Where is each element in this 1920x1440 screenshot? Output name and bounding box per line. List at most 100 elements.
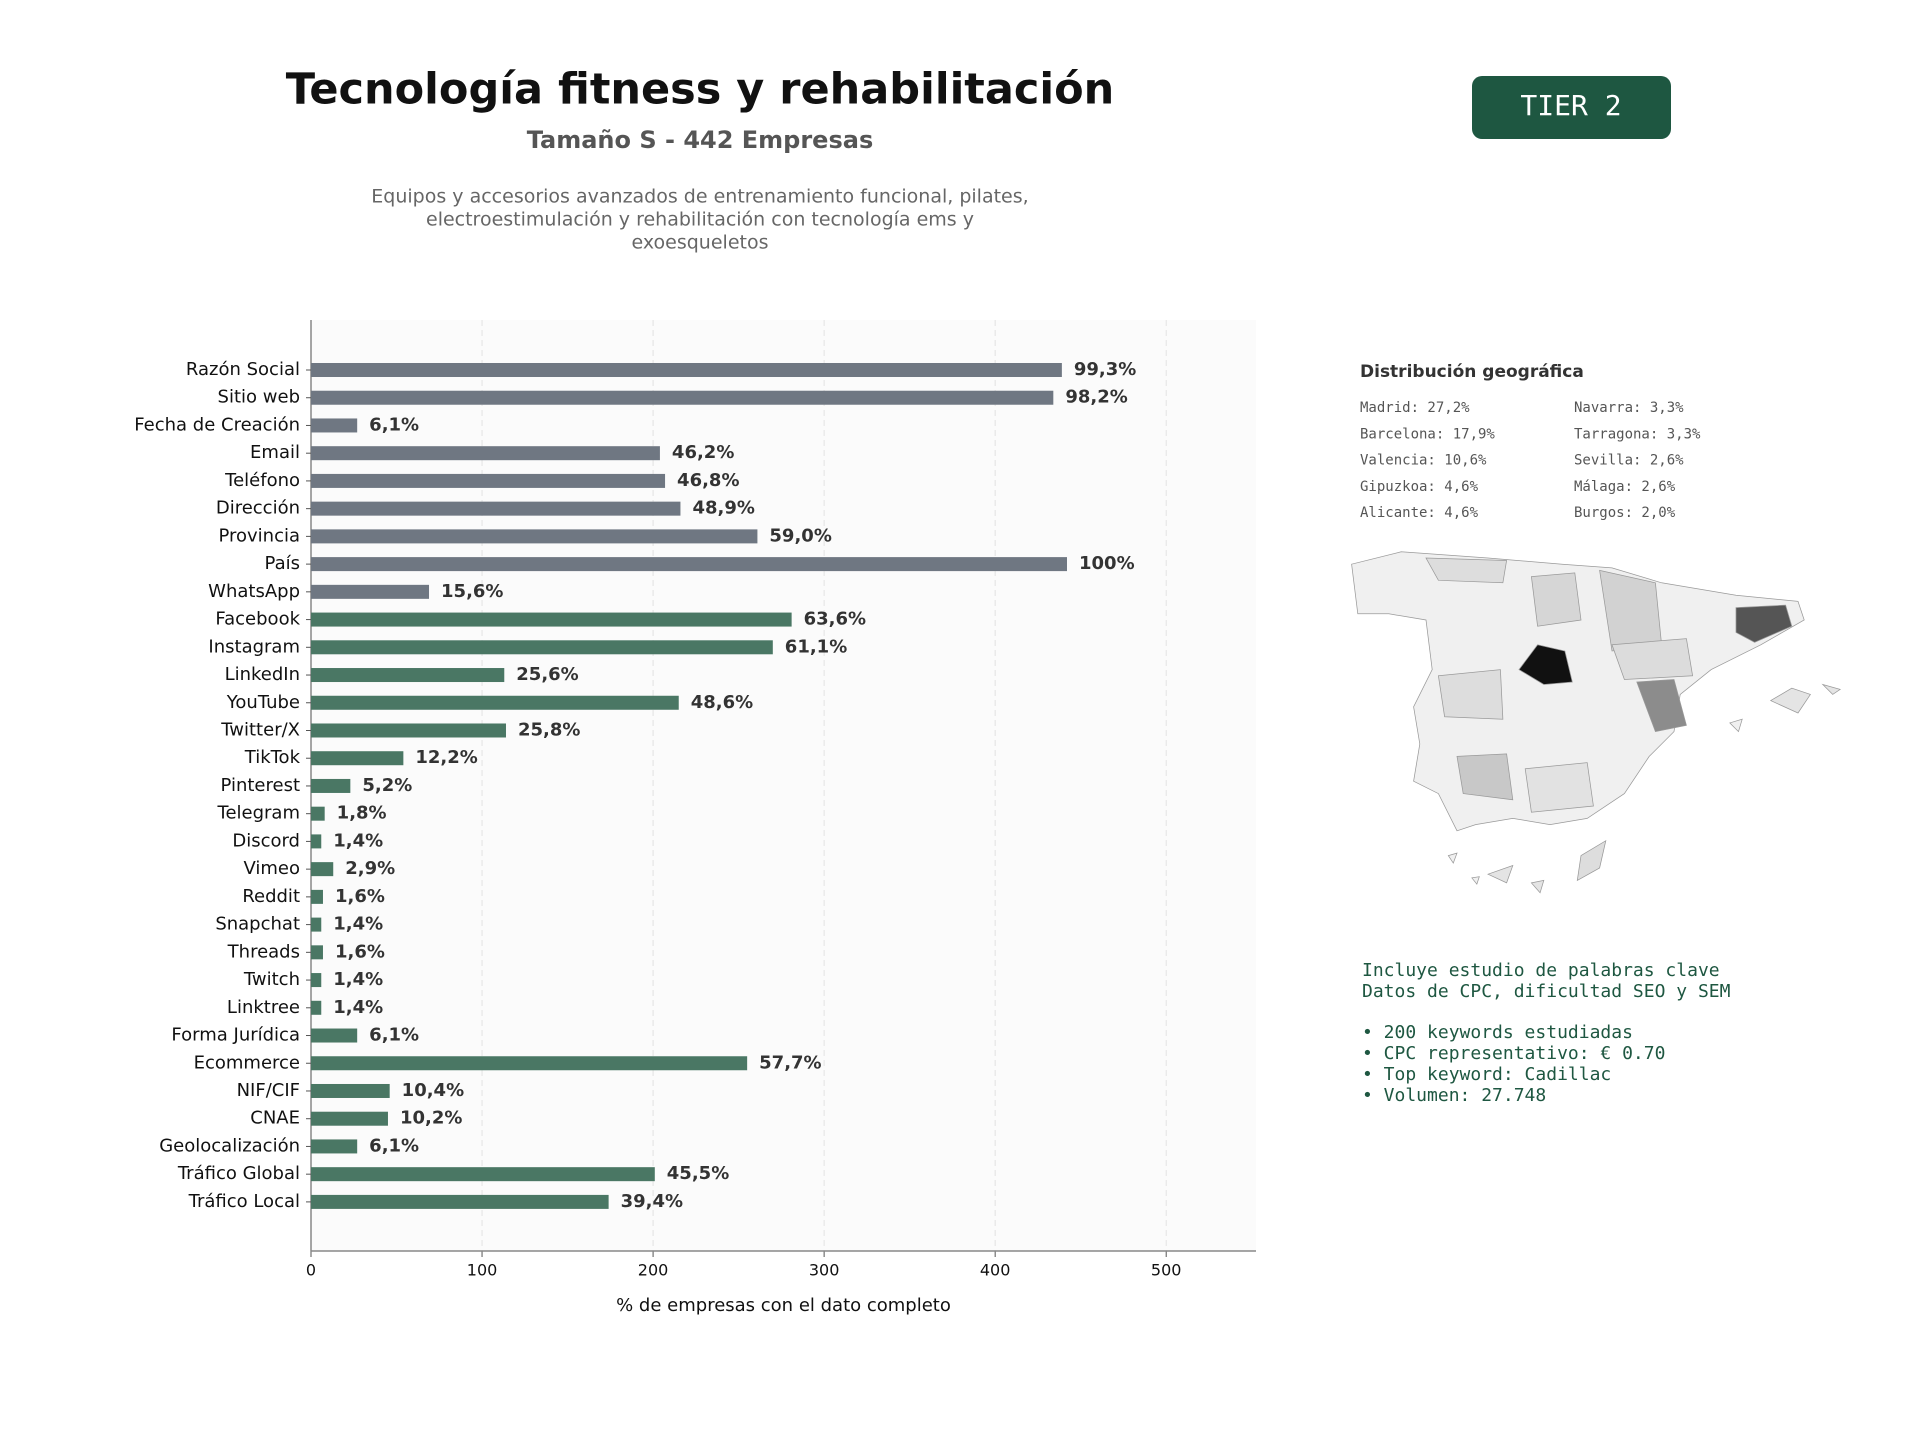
value-label: 10,4% xyxy=(402,1080,464,1101)
bar xyxy=(311,612,792,627)
y-tick-label: Fecha de Creación xyxy=(134,414,300,435)
value-label: 12,2% xyxy=(415,747,477,768)
y-tick-label: NIF/CIF xyxy=(237,1080,300,1101)
bar xyxy=(311,778,351,793)
y-tick-label: Instagram xyxy=(208,636,300,657)
bar xyxy=(311,363,1062,377)
geo-entry: Valencia: 10,6% xyxy=(1360,453,1487,469)
y-tick-label: Tráfico Global xyxy=(177,1163,300,1184)
bar xyxy=(311,418,358,433)
y-tick-label: País xyxy=(265,553,300,574)
bar xyxy=(311,1167,655,1182)
bar xyxy=(311,889,323,904)
value-label: 1,4% xyxy=(333,997,383,1018)
value-label: 25,8% xyxy=(518,719,580,740)
geo-entry: Alicante: 4,6% xyxy=(1360,505,1479,521)
value-label: 61,1% xyxy=(785,636,847,657)
spain-map xyxy=(1351,551,1842,894)
value-label: 1,4% xyxy=(333,969,383,990)
y-tick-label: Snapchat xyxy=(215,914,300,935)
bar xyxy=(311,584,430,599)
subtitle: Tamaño S - 442 Empresas xyxy=(527,126,873,154)
bar xyxy=(311,1111,388,1126)
bar xyxy=(311,1028,358,1043)
y-tick-label: Linktree xyxy=(227,997,300,1018)
bar xyxy=(311,1194,609,1209)
y-tick-label: Twitch xyxy=(243,969,300,990)
bar xyxy=(311,751,404,766)
geo-entry: Burgos: 2,0% xyxy=(1574,505,1676,521)
value-label: 6,1% xyxy=(369,1135,419,1156)
value-label: 25,6% xyxy=(516,664,578,685)
value-label: 6,1% xyxy=(369,1025,419,1046)
tier-badge xyxy=(1472,76,1671,139)
bar xyxy=(311,834,322,849)
x-tick-label: 400 xyxy=(980,1261,1011,1280)
bar xyxy=(311,529,758,544)
value-label: 1,4% xyxy=(333,830,383,851)
geo-entry: Madrid: 27,2% xyxy=(1360,400,1470,416)
geo-entry: Gipuzkoa: 4,6% xyxy=(1360,479,1479,495)
value-label: 39,4% xyxy=(621,1191,683,1212)
y-tick-label: WhatsApp xyxy=(208,581,300,602)
y-tick-label: Ecommerce xyxy=(194,1052,300,1073)
tier-label: TIER 2 xyxy=(1520,89,1621,122)
geo-entry: Barcelona: 17,9% xyxy=(1360,426,1495,442)
geo-entry: Tarragona: 3,3% xyxy=(1574,426,1701,442)
bar xyxy=(311,501,681,516)
y-tick-label: Email xyxy=(250,442,300,463)
y-tick-label: Razón Social xyxy=(186,359,300,380)
value-label: 100% xyxy=(1079,553,1135,574)
value-label: 1,4% xyxy=(333,914,383,935)
x-axis-label: % de empresas con el dato completo xyxy=(616,1295,951,1316)
value-label: 10,2% xyxy=(400,1108,462,1129)
bar xyxy=(311,917,322,932)
y-tick-label: Discord xyxy=(232,830,300,851)
y-tick-label: Geolocalización xyxy=(159,1135,300,1156)
x-tick-label: 200 xyxy=(638,1261,669,1280)
bar xyxy=(311,723,506,738)
y-tick-label: Tráfico Local xyxy=(188,1191,300,1212)
y-tick-label: LinkedIn xyxy=(225,664,300,685)
value-label: 59,0% xyxy=(769,525,831,546)
value-label: 1,6% xyxy=(335,886,385,907)
x-tick-label: 0 xyxy=(306,1261,316,1280)
y-tick-label: TikTok xyxy=(244,747,301,768)
bar xyxy=(311,1000,322,1015)
x-tick-label: 300 xyxy=(809,1261,840,1280)
value-label: 1,8% xyxy=(337,803,387,824)
y-tick-label: Reddit xyxy=(242,886,300,907)
y-tick-label: Telegram xyxy=(217,803,300,824)
bar xyxy=(311,668,505,683)
y-tick-label: Provincia xyxy=(218,525,300,546)
geo-entry: Navarra: 3,3% xyxy=(1574,400,1684,416)
y-tick-label: YouTube xyxy=(226,692,300,713)
y-tick-label: Dirección xyxy=(216,498,300,519)
keyword-bullet: • 200 keywords estudiadas xyxy=(1362,1022,1633,1043)
value-label: 98,2% xyxy=(1065,387,1127,408)
y-tick-label: Threads xyxy=(227,941,300,962)
bar xyxy=(311,945,323,960)
y-tick-label: Vimeo xyxy=(243,858,300,879)
bar xyxy=(311,390,1054,405)
title: Tecnología fitness y rehabilitación xyxy=(286,65,1115,115)
bar xyxy=(311,973,322,988)
bar xyxy=(311,862,334,877)
value-label: 2,9% xyxy=(345,858,395,879)
description: electroestimulación y rehabilitación con… xyxy=(426,209,974,231)
x-tick-label: 100 xyxy=(467,1261,498,1280)
keyword-bullet: • Volumen: 27.748 xyxy=(1362,1085,1546,1106)
value-label: 57,7% xyxy=(759,1052,821,1073)
bar xyxy=(311,1083,390,1098)
value-label: 46,2% xyxy=(672,442,734,463)
keyword-intro: Datos de CPC, dificultad SEO y SEM xyxy=(1362,981,1731,1002)
description: Equipos y accesorios avanzados de entren… xyxy=(371,186,1028,208)
y-tick-label: Pinterest xyxy=(220,775,300,796)
geo-entry: Sevilla: 2,6% xyxy=(1574,453,1684,469)
y-tick-label: CNAE xyxy=(250,1108,300,1129)
value-label: 15,6% xyxy=(441,581,503,602)
value-label: 48,6% xyxy=(691,692,753,713)
geo-title: Distribución geográfica xyxy=(1360,362,1584,382)
value-label: 63,6% xyxy=(804,609,866,630)
